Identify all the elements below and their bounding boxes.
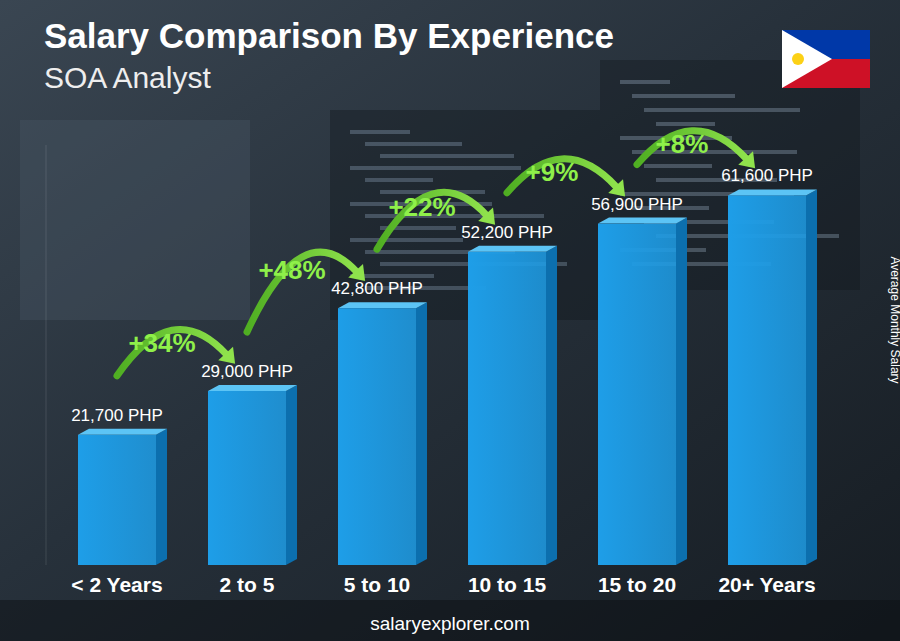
chart: Salary Comparison By Experience SOA Analy… [0,0,900,641]
code-line [644,108,800,112]
bar-top [338,302,427,308]
growth-arrow-head [348,264,365,281]
code-line [365,142,462,146]
data-label: 21,700 PHP [71,406,163,425]
x-tick-label: 20+ Years [718,573,815,596]
flag-triangle [782,30,832,88]
bar-top [468,246,557,252]
growth-arrow-head [218,347,235,364]
code-line [656,122,715,126]
bar [728,195,806,565]
growth-arrow [377,192,487,249]
bar [78,435,156,565]
annotation: +22% [388,192,455,222]
bar [338,308,416,565]
x-tick-label: 5 to 10 [344,573,411,596]
growth-arrow-head [608,179,625,196]
bar-side [156,429,167,565]
code-line [350,166,521,170]
data-label: 61,600 PHP [721,166,813,185]
data-label: 52,200 PHP [461,223,553,242]
growth-arrow-head [478,208,495,225]
code-line [350,130,410,134]
growth-arrow [247,252,357,332]
code-line [350,238,463,242]
bar-side [286,385,297,565]
bar-top [208,385,297,391]
x-tick-label: 2 to 5 [220,573,275,596]
x-tick-label: 15 to 20 [598,573,676,596]
bars [78,189,817,565]
code-line [380,154,514,158]
bar-side [676,218,687,565]
code-line [365,178,433,182]
subtitle: SOA Analyst [44,61,211,94]
data-label: 42,800 PHP [331,279,423,298]
annotation: +8% [656,129,709,159]
annotation: +34% [128,328,195,358]
bar-top [728,189,817,195]
data-label: 56,900 PHP [591,195,683,214]
bar [598,224,676,565]
bar-side [806,189,817,565]
bar-side [546,246,557,565]
y-axis-label: Average Monthly Salary [888,256,900,383]
growth-arrows [117,131,755,376]
bar-top [78,429,167,435]
bar-top [598,218,687,224]
bar-side [416,302,427,565]
bar [208,391,286,565]
annotation: +9% [526,157,579,187]
screen [20,120,250,320]
x-tick-label: 10 to 15 [468,573,547,596]
chart-root: Salary Comparison By Experience SOA Analy… [0,0,900,641]
growth-arrow-head [738,151,755,168]
source: salaryexplorer.com [370,613,529,634]
flag [782,30,870,88]
data-label: 29,000 PHP [201,362,293,381]
x-tick-label: < 2 Years [71,573,162,596]
bar [468,252,546,565]
footer-band [0,600,900,641]
title: Salary Comparison By Experience [44,16,614,55]
flag-sun [792,53,804,65]
axis-line [46,145,47,565]
annotation: +48% [258,255,325,285]
code-line [644,164,712,168]
background [0,0,900,641]
code-line [620,80,670,84]
code-line [632,94,735,98]
